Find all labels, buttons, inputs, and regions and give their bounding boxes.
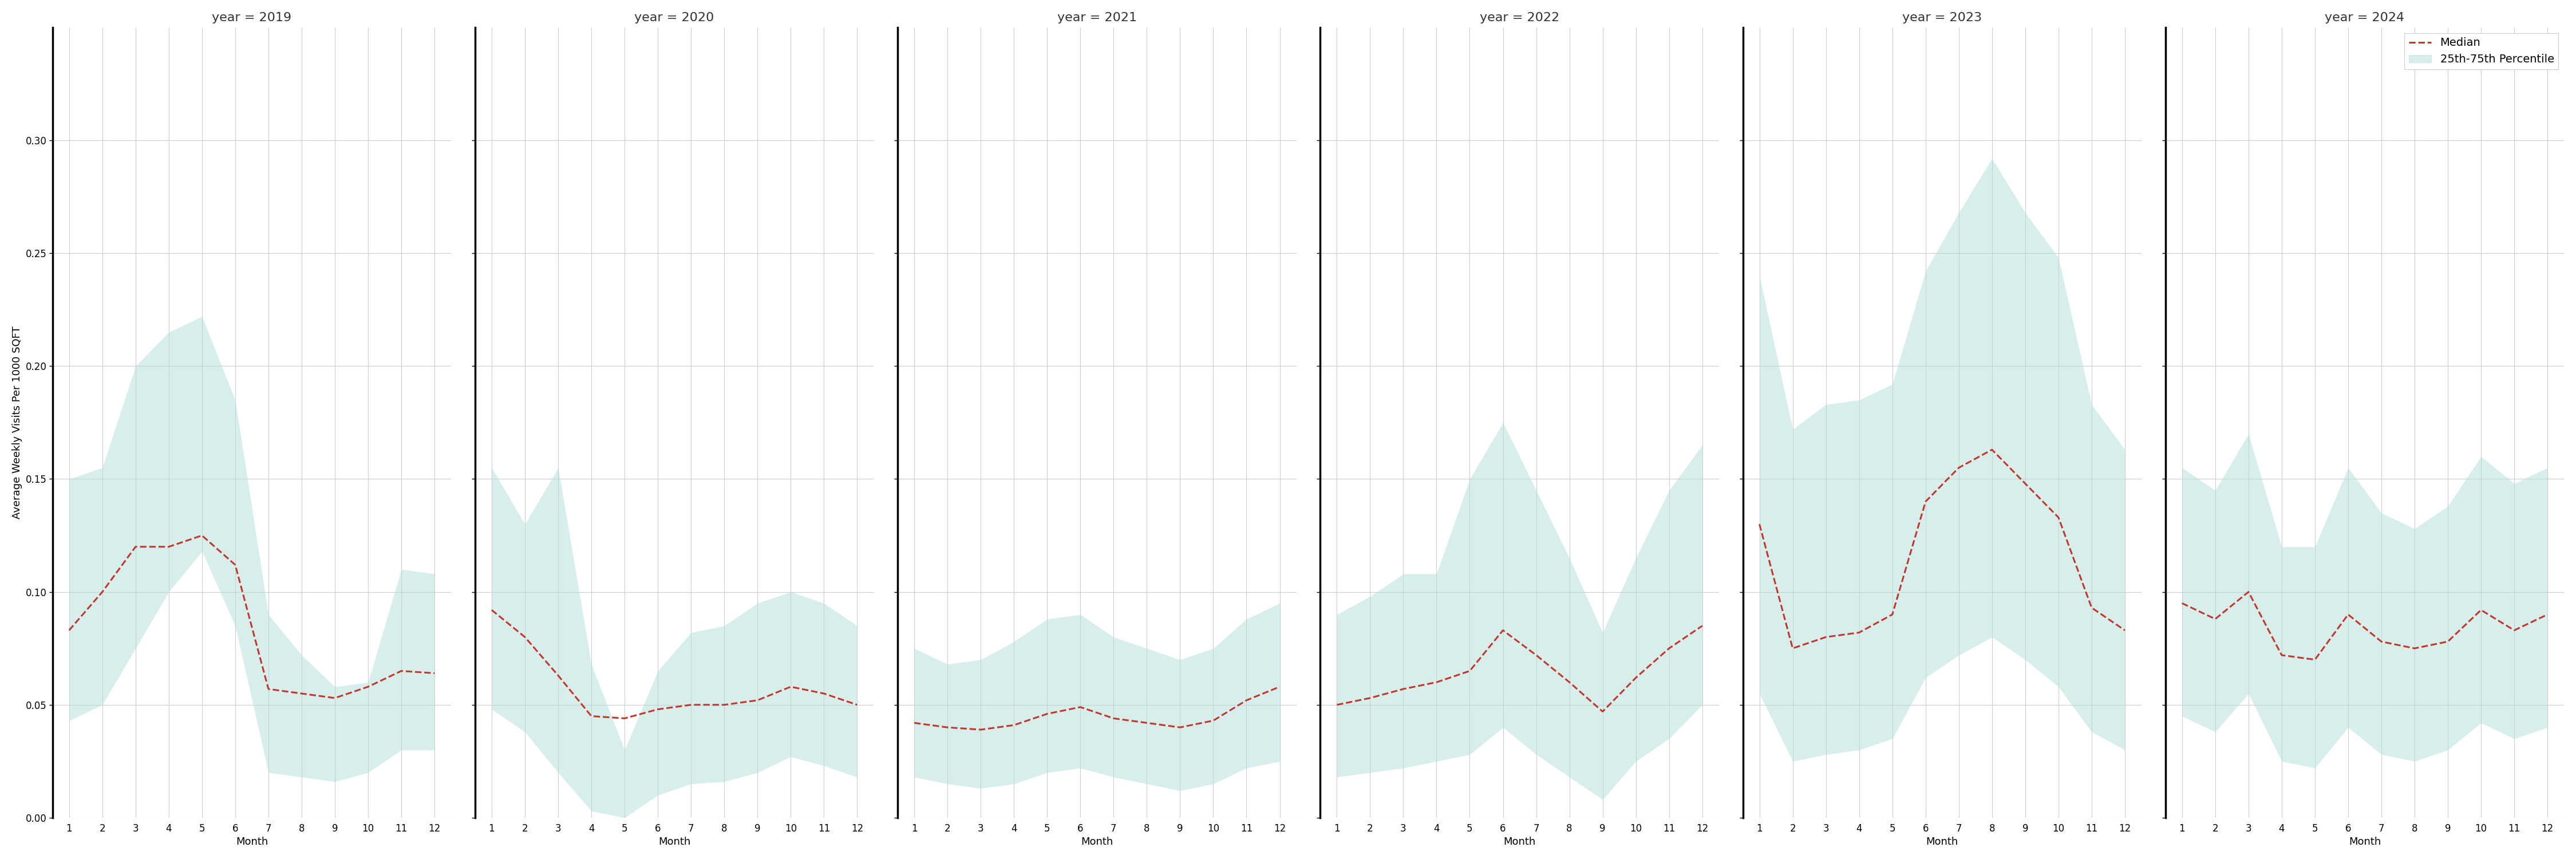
Title: year = 2019: year = 2019 [211,12,291,23]
X-axis label: Month: Month [1504,837,1535,847]
Title: year = 2023: year = 2023 [1901,12,1981,23]
X-axis label: Month: Month [237,837,268,847]
X-axis label: Month: Month [1927,837,1958,847]
Title: year = 2021: year = 2021 [1056,12,1136,23]
Title: year = 2024: year = 2024 [2326,12,2403,23]
Title: year = 2022: year = 2022 [1479,12,1558,23]
X-axis label: Month: Month [2349,837,2380,847]
X-axis label: Month: Month [1082,837,1113,847]
X-axis label: Month: Month [659,837,690,847]
Y-axis label: Average Weekly Visits Per 1000 SQFT: Average Weekly Visits Per 1000 SQFT [13,326,23,519]
Title: year = 2020: year = 2020 [634,12,714,23]
Legend: Median, 25th-75th Percentile: Median, 25th-75th Percentile [2403,33,2558,70]
